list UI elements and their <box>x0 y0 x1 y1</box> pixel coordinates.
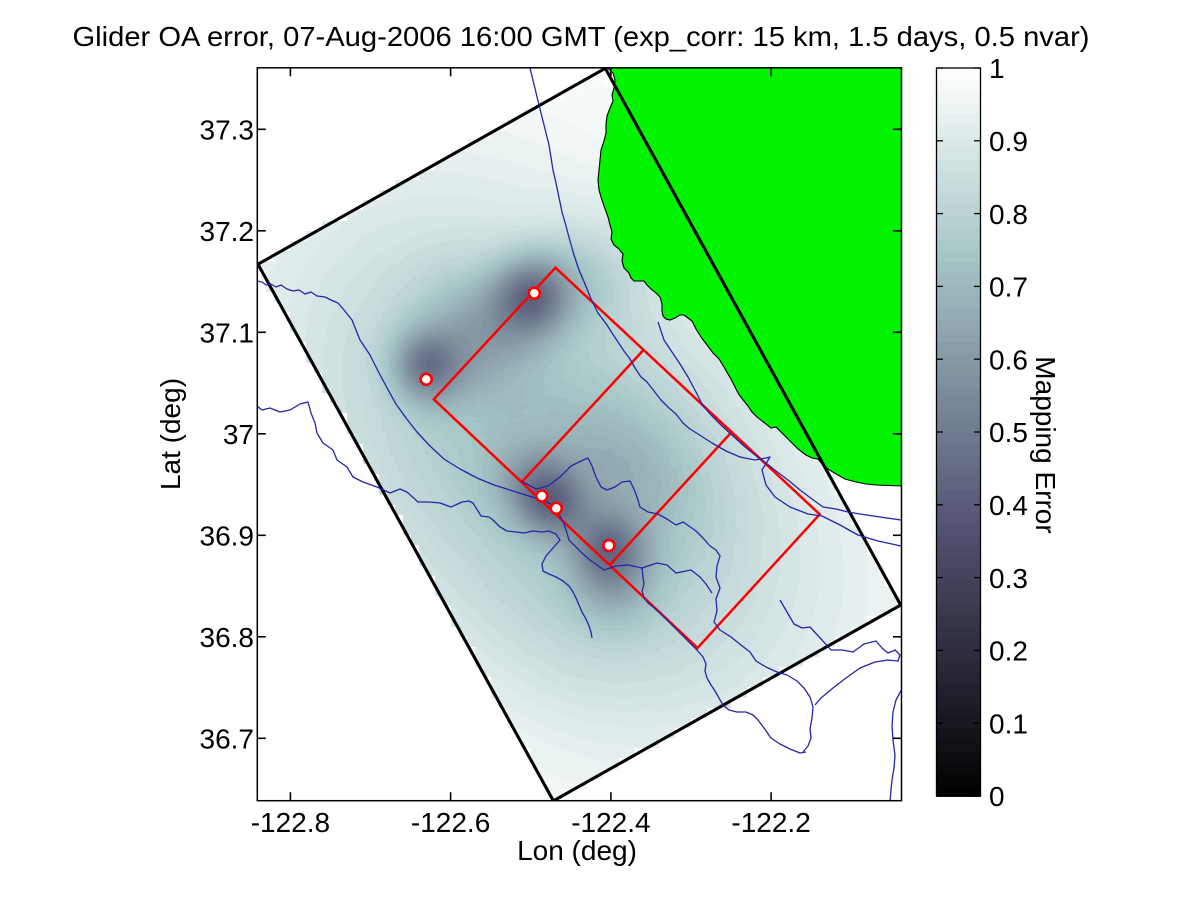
svg-text:-122.8: -122.8 <box>251 807 330 838</box>
svg-text:Mapping Error: Mapping Error <box>1030 356 1061 533</box>
svg-text:0.4: 0.4 <box>989 490 1028 521</box>
svg-text:37.3: 37.3 <box>200 114 255 145</box>
svg-text:0: 0 <box>989 781 1005 812</box>
svg-text:Lon (deg): Lon (deg) <box>517 835 637 866</box>
svg-text:0.9: 0.9 <box>989 126 1028 157</box>
svg-text:0.8: 0.8 <box>989 199 1028 230</box>
svg-text:0.6: 0.6 <box>989 344 1028 375</box>
svg-text:36.9: 36.9 <box>200 520 255 551</box>
svg-text:0.5: 0.5 <box>989 417 1028 448</box>
svg-text:1: 1 <box>989 53 1005 84</box>
svg-text:Glider OA error, 07-Aug-2006 1: Glider OA error, 07-Aug-2006 16:00 GMT (… <box>73 21 1090 52</box>
svg-text:36.7: 36.7 <box>200 723 255 754</box>
svg-text:0.7: 0.7 <box>989 272 1028 303</box>
svg-text:36.8: 36.8 <box>200 622 255 653</box>
svg-text:-122.4: -122.4 <box>571 807 650 838</box>
svg-text:0.3: 0.3 <box>989 563 1028 594</box>
svg-text:0.1: 0.1 <box>989 708 1028 739</box>
svg-text:-122.2: -122.2 <box>731 807 810 838</box>
svg-text:-122.6: -122.6 <box>411 807 490 838</box>
svg-text:37.1: 37.1 <box>200 317 255 348</box>
svg-text:Lat (deg): Lat (deg) <box>155 378 186 490</box>
svg-text:0.2: 0.2 <box>989 636 1028 667</box>
svg-text:37.2: 37.2 <box>200 216 255 247</box>
svg-text:37: 37 <box>223 419 254 450</box>
